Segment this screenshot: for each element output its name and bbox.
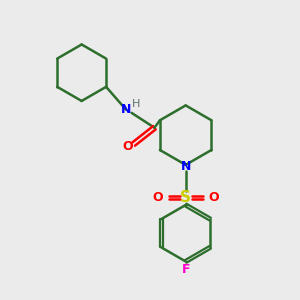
Text: S: S (180, 190, 191, 205)
Text: F: F (182, 263, 190, 276)
Text: H: H (131, 99, 140, 109)
Text: N: N (121, 103, 131, 116)
Text: O: O (208, 191, 219, 204)
Text: N: N (181, 160, 191, 173)
Text: O: O (152, 191, 163, 204)
Text: O: O (122, 140, 133, 153)
